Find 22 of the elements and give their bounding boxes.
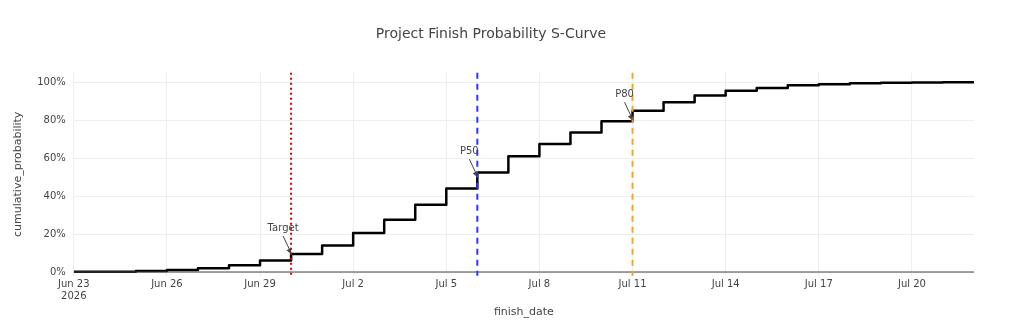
y-axis-title: cumulative_probability	[11, 111, 25, 237]
x-tick-label: Jul 20	[896, 278, 926, 290]
annotation: Target	[266, 221, 299, 233]
y-tick-label: 20%	[43, 227, 66, 239]
y-tick-label: 60%	[43, 151, 66, 163]
x-tick-label: Jun 23 2026	[57, 278, 90, 302]
y-tick-label: 100%	[37, 75, 66, 87]
y-tick-label: 80%	[43, 113, 66, 125]
x-tick-label: Jul 2	[341, 278, 364, 290]
x-tick-label: Jun 29	[243, 278, 276, 290]
x-tick-label: Jul 17	[803, 278, 833, 290]
x-tick-label: Jul 11	[617, 278, 647, 290]
y-tick-label: 0%	[49, 265, 66, 277]
x-tick-label: Jun 26	[150, 278, 183, 290]
chart-title: Project Finish Probability S-Curve	[375, 25, 607, 42]
annotation: P80	[615, 87, 634, 99]
annotation: P50	[459, 144, 479, 156]
x-tick-label: Jul 8	[527, 278, 551, 290]
x-tick-label: Jul 14	[710, 278, 740, 290]
x-axis-title: finish_date	[493, 305, 555, 319]
y-tick-label: 40%	[43, 189, 66, 201]
x-tick-label: Jul 5	[434, 278, 458, 290]
